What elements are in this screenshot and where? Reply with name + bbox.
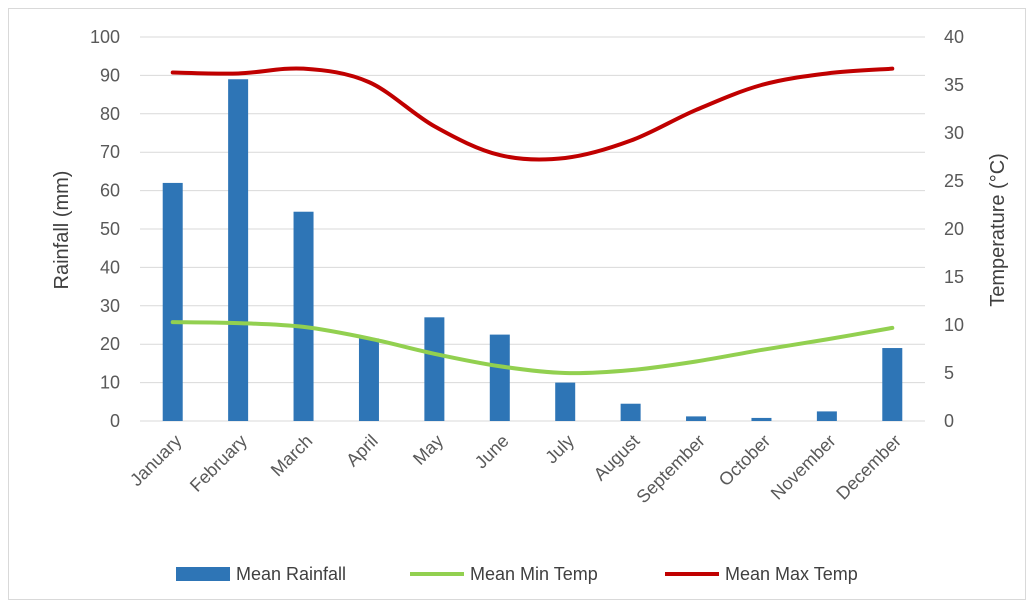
- x-tick-label: December: [832, 431, 905, 504]
- left-tick-label: 90: [100, 65, 120, 85]
- x-tick-label: May: [409, 431, 447, 469]
- right-tick-label: 20: [944, 219, 964, 239]
- rainfall-bar: [489, 334, 510, 421]
- right-axis-ticks: 0 5 10 15 20 25 30 35 40: [944, 27, 964, 431]
- legend-label: Mean Rainfall: [236, 564, 346, 584]
- rainfall-bar: [620, 403, 641, 421]
- rainfall-bar: [686, 416, 707, 421]
- left-tick-label: 20: [100, 334, 120, 354]
- x-tick-label: September: [632, 431, 708, 507]
- right-tick-label: 30: [944, 123, 964, 143]
- x-tick-label: April: [342, 431, 382, 471]
- legend-label: Mean Min Temp: [470, 564, 598, 584]
- rainfall-bar: [882, 348, 903, 421]
- x-tick-label: October: [715, 431, 774, 490]
- left-tick-label: 80: [100, 104, 120, 124]
- right-axis-title: Temperature (°C): [987, 153, 1009, 307]
- rainfall-bar: [751, 417, 772, 421]
- legend: Mean Rainfall Mean Min Temp Mean Max Temp: [176, 564, 858, 584]
- right-tick-label: 0: [944, 411, 954, 431]
- left-tick-label: 0: [110, 411, 120, 431]
- temperature-lines: [170, 66, 895, 376]
- right-tick-label: 10: [944, 315, 964, 335]
- x-tick-label: February: [186, 431, 251, 496]
- left-tick-label: 100: [90, 27, 120, 47]
- left-tick-label: 30: [100, 296, 120, 316]
- right-tick-label: 35: [944, 75, 964, 95]
- right-tick-label: 5: [944, 363, 954, 383]
- mean-max-temp-line: [170, 66, 895, 162]
- left-tick-label: 60: [100, 181, 120, 201]
- mean-min-temp-line: [170, 320, 895, 376]
- right-tick-label: 40: [944, 27, 964, 47]
- left-tick-label: 50: [100, 219, 120, 239]
- x-tick-label: July: [541, 431, 578, 468]
- left-axis-title: Rainfall (mm): [51, 171, 73, 290]
- rainfall-bar: [816, 411, 837, 421]
- x-tick-label: November: [767, 431, 840, 504]
- right-tick-label: 15: [944, 267, 964, 287]
- left-tick-label: 40: [100, 257, 120, 277]
- x-tick-label: June: [471, 431, 513, 473]
- rainfall-bar: [555, 382, 576, 421]
- right-tick-label: 25: [944, 171, 964, 191]
- rainfall-bar: [162, 182, 183, 421]
- x-tick-label: January: [126, 431, 185, 490]
- x-tick-label: March: [267, 431, 317, 481]
- left-tick-label: 70: [100, 142, 120, 162]
- left-tick-label: 10: [100, 373, 120, 393]
- rainfall-bar: [228, 79, 249, 422]
- rainfall-bar: [358, 338, 379, 421]
- legend-swatch: [176, 567, 230, 581]
- x-tick-label: August: [590, 431, 644, 485]
- rainfall-bars: [162, 79, 903, 422]
- rainfall-bar: [424, 317, 445, 421]
- gridlines: [140, 36, 925, 422]
- legend-label: Mean Max Temp: [725, 564, 858, 584]
- x-axis-ticks: January February March April May June July Augu…: [126, 431, 905, 507]
- rainfall-bar: [293, 211, 314, 421]
- left-axis-ticks: 0 10 20 30 40 50 60 70 80 90 100: [90, 27, 120, 431]
